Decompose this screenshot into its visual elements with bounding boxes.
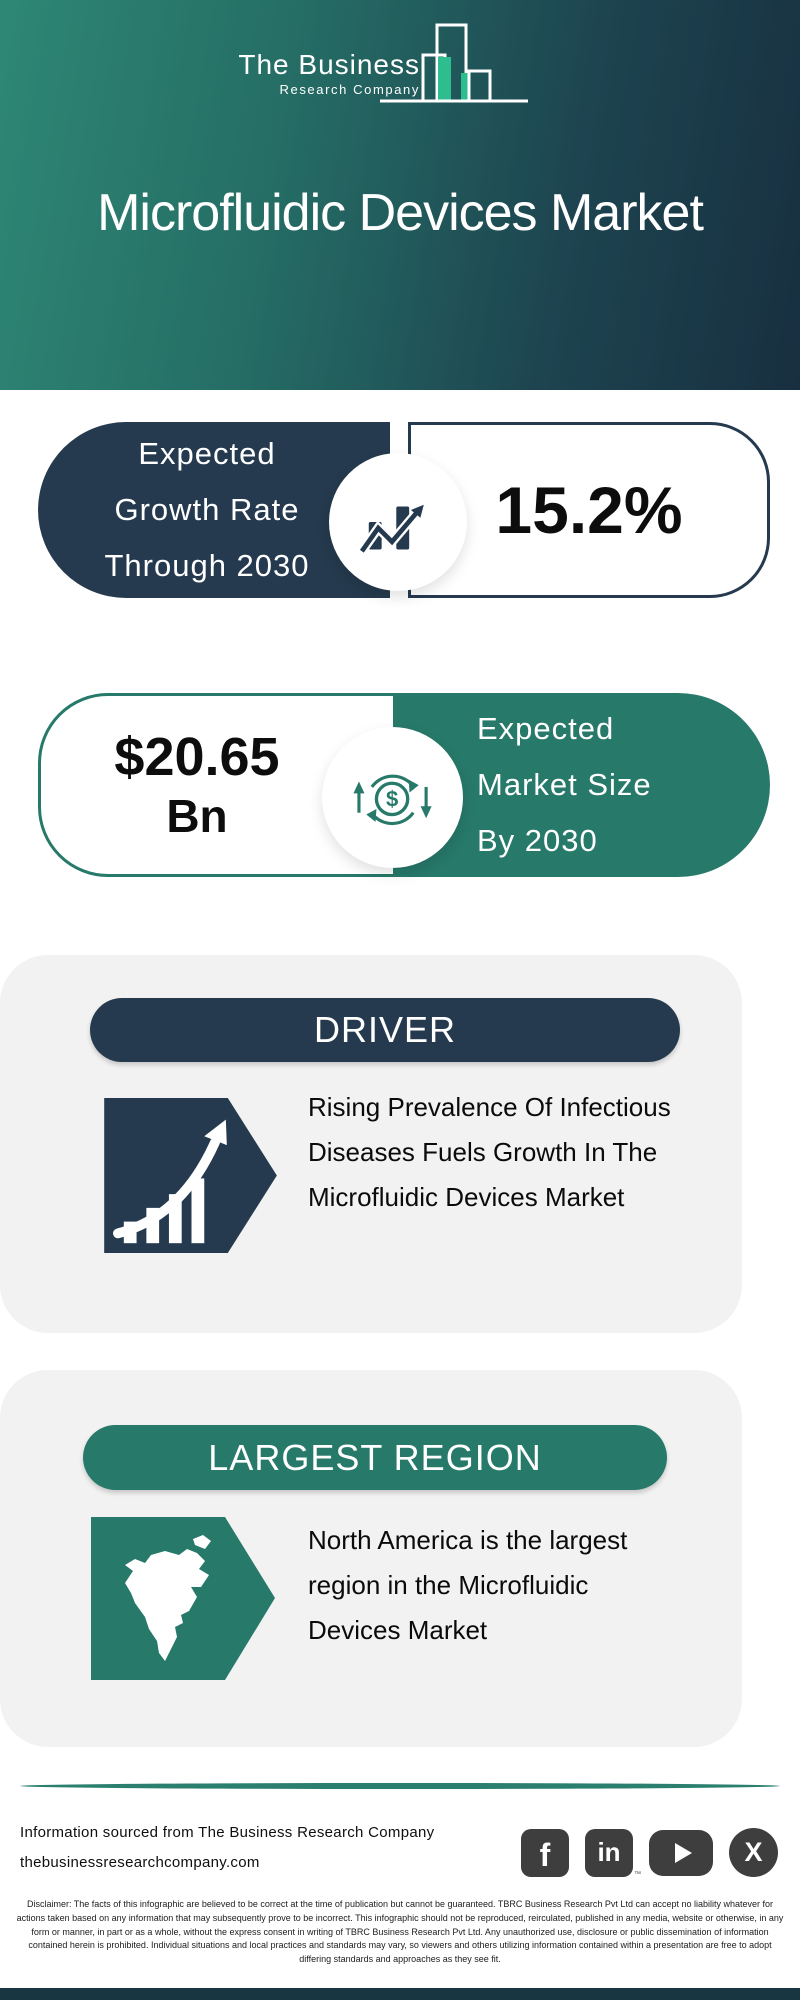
x-glyph: X xyxy=(744,1837,763,1867)
bar-chart-logo-icon xyxy=(380,23,528,103)
market-size-label-line: By 2030 xyxy=(477,823,598,858)
driver-text-line: Diseases Fuels Growth In The xyxy=(308,1137,658,1167)
growth-rate-label-line: Growth Rate xyxy=(114,492,300,527)
facebook-glyph: f xyxy=(539,1837,551,1873)
growth-rate-value-panel: 15.2% xyxy=(408,422,770,598)
linkedin-glyph: in xyxy=(597,1837,621,1867)
svg-text:$: $ xyxy=(385,786,397,811)
region-heading-pill: LARGEST REGION xyxy=(83,1425,667,1490)
source-text: Information sourced from The Business Re… xyxy=(20,1824,435,1841)
driver-text: Rising Prevalence Of Infectious Diseases… xyxy=(308,1085,728,1220)
page-title: Microfluidic Devices Market xyxy=(97,184,704,242)
driver-text-line: Rising Prevalence Of Infectious xyxy=(308,1092,671,1122)
region-text-line: region in the Microfluidic xyxy=(308,1570,589,1600)
market-size-label-line: Market Size xyxy=(477,767,652,802)
region-text-line: North America is the largest xyxy=(308,1525,628,1555)
market-size-label-panel: Expected Market Size By 2030 xyxy=(393,693,770,877)
region-heading: LARGEST REGION xyxy=(208,1436,542,1478)
driver-heading-pill: DRIVER xyxy=(90,998,680,1062)
play-icon xyxy=(674,1842,692,1863)
header-banner: The Business Research Company Microfluid… xyxy=(0,0,800,390)
facebook-icon[interactable]: f xyxy=(521,1828,569,1877)
social-links: f in ™ X xyxy=(521,1828,778,1878)
driver-card: DRIVER Rising Prevalence Of Infectious D… xyxy=(0,955,742,1333)
youtube-icon[interactable] xyxy=(649,1829,713,1876)
disclaimer-text: Disclaimer: The facts of this infographi… xyxy=(16,1899,784,1965)
market-size-label-line: Expected xyxy=(477,711,615,746)
company-logo-text: The Business Research Company xyxy=(238,49,420,98)
growth-chart-icon xyxy=(329,453,467,591)
driver-heading: DRIVER xyxy=(313,1009,457,1050)
growth-bars-icon xyxy=(104,1098,277,1253)
company-logo: The Business Research Company xyxy=(0,22,800,106)
bottom-bar xyxy=(0,1988,800,2000)
market-size-value: $20.65 xyxy=(114,727,280,787)
x-twitter-icon[interactable]: X xyxy=(729,1828,778,1877)
linkedin-tm: ™ xyxy=(634,1870,641,1878)
logo-name: The Business xyxy=(238,49,420,80)
region-text: North America is the largest region in t… xyxy=(308,1518,728,1653)
region-text-line: Devices Market xyxy=(308,1615,488,1645)
largest-region-card: LARGEST REGION North America is the larg… xyxy=(0,1370,742,1747)
growth-rate-stat: Expected Growth Rate Through 2030 15.2% xyxy=(0,422,800,598)
money-exchange-icon: $ xyxy=(322,727,463,868)
linkedin-icon[interactable]: in ™ xyxy=(585,1828,641,1878)
source-info: Information sourced from The Business Re… xyxy=(20,1822,434,1874)
growth-rate-label-line: Expected xyxy=(138,436,276,471)
growth-rate-value: 15.2% xyxy=(495,473,683,547)
divider-line xyxy=(20,1783,780,1789)
market-size-stat: $20.65 Bn Expected Market Size By 2030 $ xyxy=(0,693,800,877)
driver-text-line: Microfluidic Devices Market xyxy=(308,1182,625,1212)
logo-subname: Research Company xyxy=(279,82,420,97)
north-america-map-icon xyxy=(91,1517,275,1680)
source-website: thebusinessresearchcompany.com xyxy=(20,1854,260,1871)
growth-rate-label-line: Through 2030 xyxy=(104,548,310,583)
growth-rate-label-panel: Expected Growth Rate Through 2030 xyxy=(38,422,390,598)
market-size-unit: Bn xyxy=(166,790,228,842)
